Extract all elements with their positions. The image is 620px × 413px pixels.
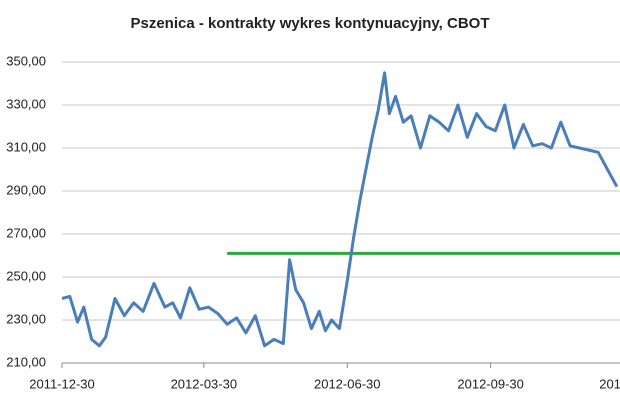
- y-tick-label: 210,00: [6, 354, 46, 369]
- x-tick-label: 2011-12-30: [29, 376, 95, 391]
- x-tick-label: 2012-09-30: [457, 376, 524, 391]
- x-tick-label: 2012-03-30: [171, 376, 238, 391]
- y-tick-label: 330,00: [6, 96, 46, 111]
- x-tick-label: 2012-06-30: [314, 376, 381, 391]
- y-tick-label: 250,00: [6, 268, 46, 283]
- chart-title: Pszenica - kontrakty wykres kontynuacyjn…: [130, 15, 489, 32]
- y-tick-label: 230,00: [6, 311, 46, 326]
- series-line: [61, 71, 619, 348]
- y-tick-label: 310,00: [6, 139, 46, 154]
- y-tick-label: 270,00: [6, 225, 46, 240]
- y-tick-label: 290,00: [6, 182, 46, 197]
- x-tick-label: 2012-12-30: [599, 376, 620, 391]
- y-tick-label: 350,00: [6, 53, 46, 68]
